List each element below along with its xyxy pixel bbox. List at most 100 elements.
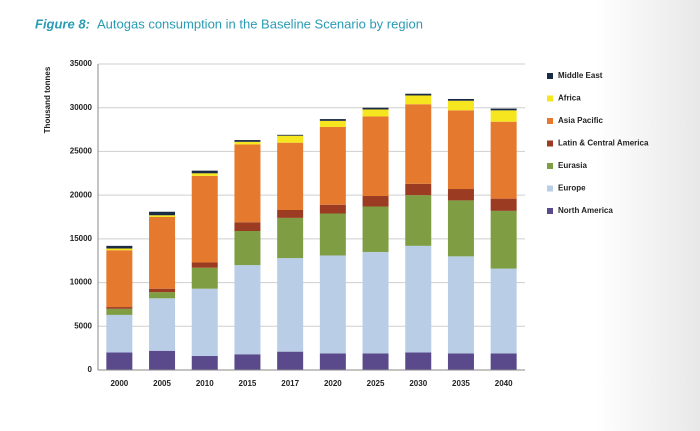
bar-segment: [319, 353, 346, 370]
bar-segment: [234, 141, 261, 145]
bar-segment: [447, 100, 474, 111]
bar-segment: [362, 109, 389, 117]
bar-segment: [447, 256, 474, 354]
bar-segment: [234, 144, 261, 223]
bar-segment: [277, 142, 304, 211]
bar-segment: [362, 251, 389, 354]
bar-segment: [447, 110, 474, 190]
bar-segment: [191, 173, 218, 176]
bar-segment: [319, 204, 346, 214]
bar-segment: [362, 196, 389, 207]
legend-label: Latin & Central America: [558, 139, 649, 148]
bar-segment: [149, 350, 176, 370]
y-tick-label: 20000: [70, 190, 93, 199]
bar-segment: [106, 314, 133, 353]
bar-segment: [490, 353, 517, 370]
legend-swatch: [547, 185, 553, 192]
bar-segment: [191, 170, 218, 174]
legend-swatch: [547, 163, 553, 169]
bar-segment: [149, 217, 176, 289]
bar-segment: [447, 200, 474, 257]
y-tick-label: 30000: [70, 103, 93, 112]
legend-label: Eurasia: [558, 161, 587, 170]
bar-segment: [490, 121, 517, 199]
bar-segment: [234, 354, 261, 370]
bar-segment: [405, 195, 432, 246]
bar-segment: [319, 126, 346, 205]
bar-segment: [149, 288, 176, 293]
legend-swatch: [547, 208, 553, 214]
bar-segment: [277, 134, 304, 136]
bar-segment: [277, 351, 304, 370]
bar-segment: [405, 352, 432, 370]
bar-segment: [106, 250, 133, 308]
legend-label: North America: [558, 206, 613, 215]
bar-segment: [106, 352, 133, 370]
bar-segment: [277, 217, 304, 259]
x-tick-label: 2017: [281, 379, 299, 388]
bar-segment: [234, 265, 261, 355]
bar-segment: [277, 210, 304, 218]
bar-segment: [106, 245, 133, 249]
legend-swatch: [547, 140, 553, 147]
bar-segment: [490, 210, 517, 269]
bar-segment: [490, 110, 517, 122]
x-tick-label: 2005: [153, 379, 171, 388]
bar-segment: [319, 119, 346, 121]
chart-title: Autogas consumption in the Baseline Scen…: [97, 16, 423, 31]
x-tick-label: 2030: [409, 379, 427, 388]
figure-label: Figure 8:: [35, 16, 90, 31]
bar-segment: [191, 262, 218, 268]
legend-swatch: [547, 73, 553, 79]
legend-label: Asia Pacific: [558, 116, 603, 125]
legend-label: Africa: [558, 94, 581, 103]
x-tick-label: 2040: [495, 379, 513, 388]
legend-label: Europe: [558, 184, 586, 193]
bar-segment: [490, 268, 517, 354]
x-tick-label: 2015: [239, 379, 257, 388]
bar-segment: [277, 258, 304, 352]
bar-segment: [362, 206, 389, 252]
legend-label: Middle East: [558, 71, 603, 80]
y-tick-label: 0: [88, 365, 93, 374]
bar-segment: [405, 183, 432, 196]
bar-segment: [319, 255, 346, 354]
x-tick-label: 2035: [452, 379, 470, 388]
bar-segment: [405, 104, 432, 184]
bar-segment: [234, 222, 261, 231]
bar-segment: [319, 120, 346, 127]
x-tick-label: 2020: [324, 379, 342, 388]
bar-segment: [362, 107, 389, 110]
bar-segment: [405, 245, 432, 353]
bar-segment: [234, 230, 261, 266]
bar-segment: [447, 189, 474, 201]
bar-segment: [106, 248, 133, 251]
bar-segment: [191, 288, 218, 357]
bar-segment: [362, 353, 389, 370]
x-tick-label: 2010: [196, 379, 214, 388]
bar-segment: [149, 215, 176, 217]
bar-segment: [149, 292, 176, 299]
bar-segment: [447, 353, 474, 370]
y-tick-label: 35000: [70, 59, 93, 68]
bar-segment: [405, 95, 432, 105]
bar-segment: [490, 198, 517, 211]
bar-segment: [405, 93, 432, 96]
bar-segment: [191, 175, 218, 263]
y-tick-label: 10000: [70, 278, 93, 287]
y-tick-label: 25000: [70, 147, 93, 156]
legend-swatch: [547, 118, 553, 124]
bar-segment: [319, 213, 346, 256]
bar-segment: [106, 307, 133, 309]
bar-segment: [362, 116, 389, 197]
x-tick-label: 2000: [110, 379, 128, 388]
bar-segment: [191, 356, 218, 370]
bar-segment: [490, 108, 517, 111]
bar-segment: [277, 135, 304, 143]
legend-swatch: [547, 95, 553, 102]
y-axis-label: Thousand tonnes: [43, 66, 52, 133]
bar-segment: [234, 140, 261, 142]
bar-segment: [447, 98, 474, 101]
